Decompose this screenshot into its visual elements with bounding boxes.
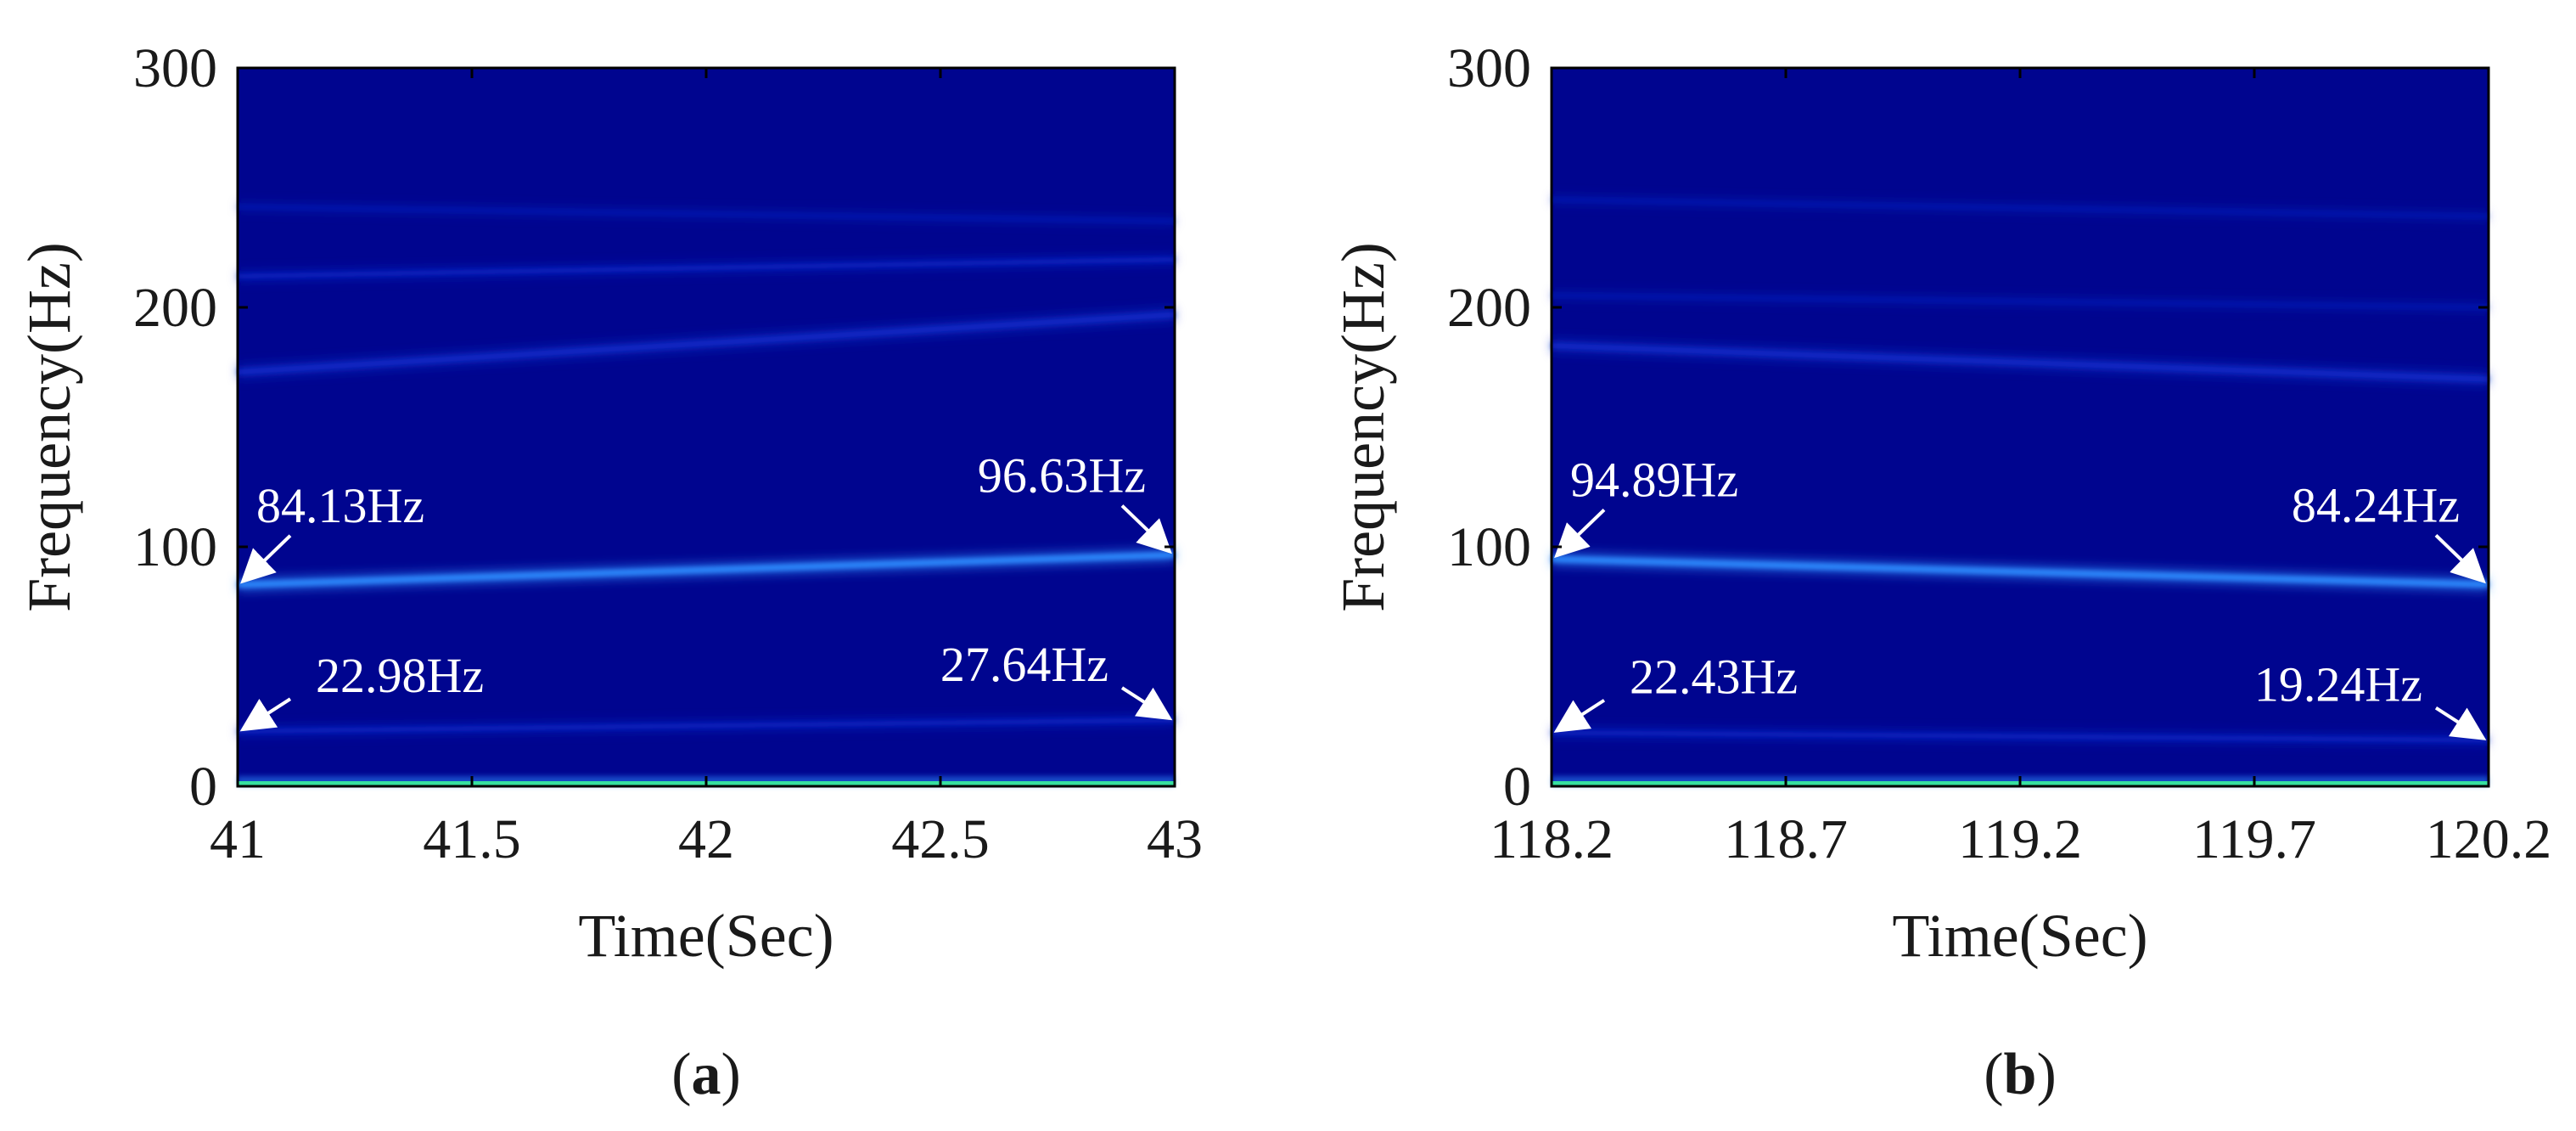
ridge-line [237,205,1176,223]
x-tick-label: 43 [1147,808,1203,870]
spectrogram-panel-a: 84.13Hz 96.63Hz 22.98Hz 27.64Hz 0 100 200 300 41… [15,37,1203,1107]
plot-area [1552,68,2489,786]
x-tick-label: 118.7 [1724,808,1848,870]
panel-letter: (b) [1984,1042,2057,1107]
x-tick-label: 119.7 [2192,808,2316,870]
annotation-arrow [1553,699,1606,733]
y-tick-label: 200 [1447,277,1531,339]
x-axis-label: Time(Sec) [1892,902,2147,970]
x-tick-label: 42.5 [891,808,990,870]
annotation-label: 27.64Hz [940,637,1108,692]
annotation-label: 96.63Hz [978,448,1146,504]
y-tick-label: 300 [1447,37,1531,99]
annotation-label: 94.89Hz [1570,452,1738,507]
x-axis-label: Time(Sec) [578,902,833,970]
y-tick-label: 0 [1503,756,1531,818]
panel-letter-text: b [2004,1042,2037,1107]
x-tick-label: 120.2 [2426,808,2552,870]
annotation-arrow [1120,504,1172,554]
spectrogram-panel-b: 94.89Hz 84.24Hz 22.43Hz 19.24Hz 0 100 200 300 11… [1329,37,2552,1107]
x-tick-label: 42 [678,808,734,870]
ridge-line [1551,555,2489,588]
annotation-arrow [2434,534,2486,584]
panel-letter-text: a [692,1042,721,1107]
annotation-label: 22.98Hz [316,648,484,703]
ridge-line [1551,197,2489,219]
y-tick-label: 100 [1447,516,1531,578]
y-axis-label: Frequency(Hz) [15,242,83,612]
y-tick-label: 200 [133,277,217,339]
annotation-arrow [1554,508,1606,559]
x-tick-label: 118.2 [1490,808,1614,870]
x-tick-label: 41 [210,808,266,870]
panel-letter: (a) [671,1042,741,1107]
ridge-line [237,717,1176,734]
ridge-line [237,256,1176,279]
annotation-label: 19.24Hz [2254,657,2422,712]
annotation-label: 84.13Hz [256,478,424,533]
ridge-line [237,312,1176,375]
ridge-line [1551,293,2489,310]
y-tick-label: 300 [133,37,217,99]
y-tick-label: 100 [133,516,217,578]
y-axis-label: Frequency(Hz) [1329,242,1397,612]
annotation-arrow [1120,686,1173,721]
ridge-line [1551,343,2489,382]
x-tick-label: 119.2 [1958,808,2082,870]
x-tick-label: 41.5 [423,808,521,870]
annotation-label: 22.43Hz [1630,650,1798,705]
plot-area [238,68,1175,786]
annotation-arrow [2434,706,2487,740]
ridge-line [1551,729,2489,743]
annotation-arrow [240,534,292,584]
ridge-line [237,552,1176,588]
annotation-label: 84.24Hz [2292,477,2460,532]
y-tick-label: 0 [189,756,217,818]
annotation-arrow [239,697,292,732]
